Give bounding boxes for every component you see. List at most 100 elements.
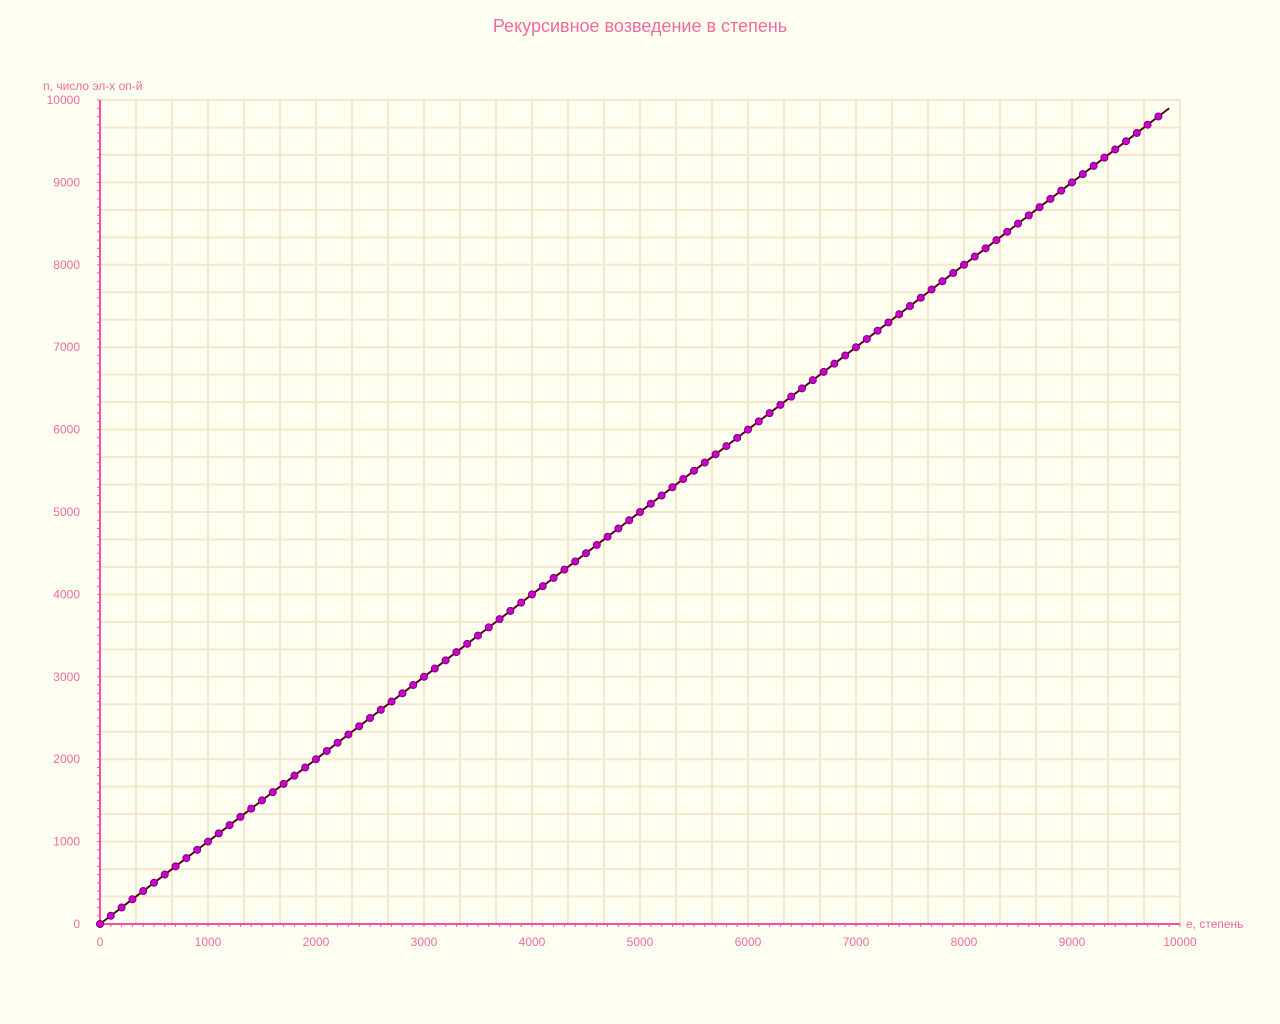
x-tick-label: 3000 xyxy=(411,935,438,949)
data-point xyxy=(841,351,850,360)
data-point xyxy=(614,524,623,533)
data-point xyxy=(139,887,148,896)
data-point xyxy=(495,615,504,624)
data-point xyxy=(430,664,439,673)
data-point xyxy=(150,878,158,887)
data-point xyxy=(236,812,245,821)
y-tick-label: 10000 xyxy=(47,93,81,107)
data-point xyxy=(528,590,536,599)
y-tick-label: 7000 xyxy=(53,340,80,354)
data-point xyxy=(258,796,266,805)
data-point xyxy=(182,854,191,863)
data-point xyxy=(884,318,893,327)
x-tick-label: 2000 xyxy=(303,935,330,949)
data-point xyxy=(787,392,796,401)
data-point xyxy=(776,400,785,409)
x-tick-label: 6000 xyxy=(735,935,762,949)
data-point xyxy=(441,656,450,665)
data-point xyxy=(981,244,990,253)
data-point xyxy=(538,582,547,591)
data-point xyxy=(646,499,655,508)
x-axis-label: e, степень xyxy=(1186,917,1243,931)
data-point xyxy=(117,903,126,912)
data-point xyxy=(366,714,374,722)
data-point xyxy=(160,870,169,879)
data-point xyxy=(571,557,580,566)
x-tick-label: 10000 xyxy=(1163,935,1197,949)
data-point xyxy=(1078,170,1087,179)
data-point xyxy=(214,829,223,838)
data-point xyxy=(830,359,839,368)
data-point xyxy=(193,845,202,854)
ticks: 0 1000 2000 3000 4000 5000 6000 7000 8000 9000 100… xyxy=(47,93,1197,949)
data-point xyxy=(322,746,331,755)
x-tick-label: 0 xyxy=(97,935,104,949)
data-point xyxy=(106,911,115,920)
data-point xyxy=(668,483,677,492)
data-point xyxy=(409,681,418,690)
data-point xyxy=(279,779,288,788)
data-point xyxy=(1089,161,1098,170)
data-point xyxy=(690,466,698,475)
data-point xyxy=(636,508,644,516)
data-point xyxy=(970,252,979,261)
data-point xyxy=(862,334,871,343)
data-point xyxy=(733,433,742,442)
y-tick-label: 3000 xyxy=(53,670,80,684)
data-point xyxy=(992,236,1001,245)
data-point xyxy=(376,705,385,714)
data-point xyxy=(1046,194,1055,203)
data-point xyxy=(657,491,666,500)
data-point xyxy=(484,623,493,632)
data-point xyxy=(96,920,104,928)
y-tick-label: 9000 xyxy=(53,175,80,189)
data-point xyxy=(1100,153,1109,162)
data-point xyxy=(1024,211,1033,220)
data-point xyxy=(873,326,882,335)
data-point xyxy=(225,821,234,830)
data-point xyxy=(333,738,342,747)
data-point xyxy=(1003,227,1012,236)
y-tick-label: 6000 xyxy=(53,423,80,437)
data-point xyxy=(960,260,968,269)
y-axis-label: n, число эл-х оп-й xyxy=(43,79,143,93)
data-point xyxy=(1057,186,1066,195)
data-point xyxy=(1111,145,1120,154)
data-point xyxy=(927,285,936,294)
x-tick-label: 9000 xyxy=(1059,935,1086,949)
data-point xyxy=(344,730,353,739)
data-point xyxy=(1122,137,1130,146)
data-point xyxy=(895,310,904,319)
data-point xyxy=(1154,112,1163,121)
data-point xyxy=(301,763,310,772)
chart-title: Рекурсивное возведение в степень xyxy=(492,16,788,36)
data-point xyxy=(949,269,958,278)
data-point xyxy=(1014,219,1022,228)
y-tick-label: 1000 xyxy=(53,835,80,849)
y-tick-label: 0 xyxy=(73,917,80,931)
data-point xyxy=(722,442,731,451)
data-point xyxy=(517,598,526,607)
data-point xyxy=(268,788,277,797)
data-point xyxy=(1068,178,1076,187)
data-point xyxy=(1132,128,1141,137)
data-point xyxy=(798,384,806,393)
series xyxy=(96,107,1170,928)
series-line xyxy=(99,107,1170,925)
x-tick-label: 1000 xyxy=(195,935,222,949)
data-point xyxy=(247,804,256,813)
data-point xyxy=(625,516,634,525)
x-tick-label: 4000 xyxy=(519,935,546,949)
data-point xyxy=(852,343,860,352)
data-point xyxy=(1143,120,1152,129)
x-tick-label: 7000 xyxy=(843,935,870,949)
data-point xyxy=(744,425,752,434)
data-point xyxy=(765,409,774,418)
data-point xyxy=(452,648,461,657)
data-point xyxy=(549,573,558,582)
data-point xyxy=(916,293,925,302)
data-point xyxy=(355,722,364,731)
y-tick-label: 2000 xyxy=(53,752,80,766)
